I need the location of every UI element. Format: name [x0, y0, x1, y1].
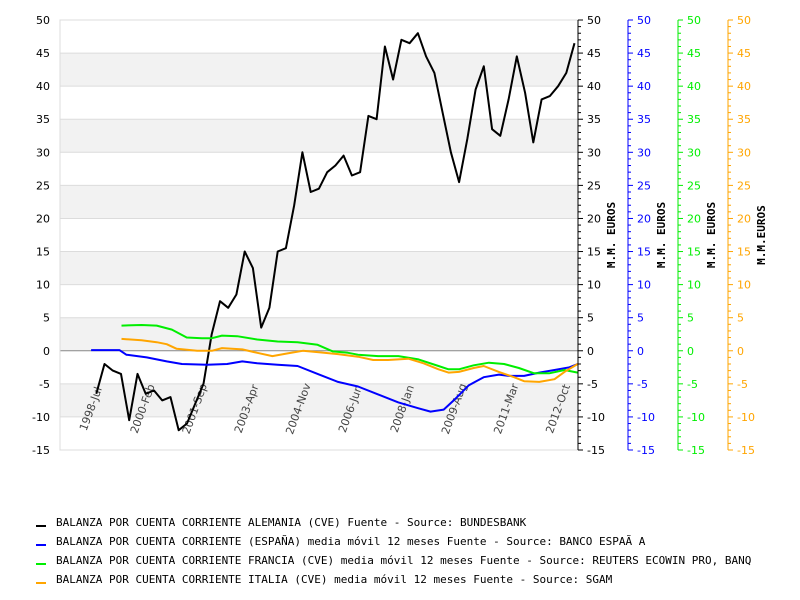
y-tick-label: -5 [39, 378, 50, 391]
y-tick-label: 50 [36, 14, 50, 27]
y-tick-label: 5 [43, 312, 50, 325]
legend-swatch [36, 543, 46, 546]
right-y-tick-label: 0 [637, 345, 644, 358]
right-y-tick-label: 40 [737, 80, 751, 93]
right-y-tick-label: -15 [687, 444, 705, 457]
right-y-tick-label: -10 [737, 411, 755, 424]
grid-band [60, 251, 578, 285]
legend-label: BALANZA POR CUENTA CORRIENTE (ESPAÑA) me… [56, 534, 646, 548]
right-y-tick-label: 50 [687, 14, 701, 27]
y-tick-label: 30 [36, 146, 50, 159]
right-y-tick-label: 0 [587, 345, 594, 358]
right-y-tick-label: 40 [687, 80, 701, 93]
right-y-tick-label: 30 [637, 146, 651, 159]
right-y-tick-label: 30 [737, 146, 751, 159]
grid-band [60, 185, 578, 219]
right-y-tick-label: 50 [737, 14, 751, 27]
right-y-tick-label: -5 [737, 378, 748, 391]
right-y-tick-label: -5 [587, 378, 598, 391]
legend: BALANZA POR CUENTA CORRIENTE ALEMANIA (C… [36, 513, 751, 589]
right-y-tick-label: 0 [737, 345, 744, 358]
y-tick-label: 20 [36, 212, 50, 225]
right-y-tick-label: 15 [587, 246, 601, 259]
right-y-tick-label: 15 [687, 246, 701, 259]
legend-swatch [36, 562, 46, 565]
right-y-tick-label: 5 [587, 312, 594, 325]
right-y-tick-label: -5 [637, 378, 648, 391]
right-y-tick-label: 35 [737, 113, 751, 126]
right-y-tick-label: 35 [637, 113, 651, 126]
right-y-tick-label: 50 [637, 14, 651, 27]
right-y-tick-label: -10 [637, 411, 655, 424]
right-y-tick-label: 20 [637, 212, 651, 225]
y-tick-label: 25 [36, 179, 50, 192]
right-y-tick-label: 10 [687, 279, 701, 292]
right-y-tick-label: 25 [687, 179, 701, 192]
legend-item-alemania: BALANZA POR CUENTA CORRIENTE ALEMANIA (C… [36, 513, 751, 532]
right-y-tick-label: -15 [637, 444, 655, 457]
right-axis-title: M.M. EUROS [605, 202, 618, 268]
right-y-tick-label: 25 [637, 179, 651, 192]
right-y-tick-label: 50 [587, 14, 601, 27]
series-line-3 [121, 337, 579, 383]
right-y-tick-label: 30 [687, 146, 701, 159]
right-y-tick-label: 20 [587, 212, 601, 225]
right-axis-title: M.M. EUROS [655, 202, 668, 268]
right-axis-title: M.M.EUROS [755, 205, 768, 265]
right-y-tick-label: -10 [687, 411, 705, 424]
right-y-tick-label: 20 [737, 212, 751, 225]
right-y-tick-label: 35 [687, 113, 701, 126]
y-tick-label: 15 [36, 246, 50, 259]
right-y-tick-label: 10 [737, 279, 751, 292]
right-y-tick-label: -10 [587, 411, 605, 424]
legend-label: BALANZA POR CUENTA CORRIENTE ALEMANIA (C… [56, 515, 527, 529]
legend-item-espana: BALANZA POR CUENTA CORRIENTE (ESPAÑA) me… [36, 532, 751, 551]
legend-swatch [36, 524, 46, 527]
right-y-tick-label: 30 [587, 146, 601, 159]
right-y-tick-label: -15 [737, 444, 755, 457]
y-tick-label: -15 [32, 444, 50, 457]
right-y-tick-label: 15 [637, 246, 651, 259]
legend-label: BALANZA POR CUENTA CORRIENTE FRANCIA (CV… [56, 553, 752, 567]
y-tick-label: 45 [36, 47, 50, 60]
series-line-2 [121, 324, 578, 375]
y-tick-label: 35 [36, 113, 50, 126]
y-tick-label: -10 [32, 411, 50, 424]
right-y-tick-label: 35 [587, 113, 601, 126]
right-y-tick-label: 10 [637, 279, 651, 292]
grid-band [60, 383, 578, 417]
right-y-tick-label: -15 [587, 444, 605, 457]
right-y-tick-label: 40 [587, 80, 601, 93]
right-y-tick-label: 45 [737, 47, 751, 60]
right-y-tick-label: 25 [587, 179, 601, 192]
series-line-0 [95, 32, 576, 432]
grid-band [60, 53, 578, 87]
right-y-tick-label: 10 [587, 279, 601, 292]
right-y-tick-label: 20 [687, 212, 701, 225]
y-tick-label: 0 [43, 345, 50, 358]
right-y-tick-label: 40 [637, 80, 651, 93]
right-y-tick-label: 45 [587, 47, 601, 60]
right-y-tick-label: 25 [737, 179, 751, 192]
right-y-tick-label: 5 [687, 312, 694, 325]
right-axis-title: M.M. EUROS [705, 202, 718, 268]
right-y-tick-label: 15 [737, 246, 751, 259]
legend-item-italia: BALANZA POR CUENTA CORRIENTE ITALIA (CVE… [36, 570, 751, 589]
legend-swatch [36, 581, 46, 584]
y-tick-label: 40 [36, 80, 50, 93]
right-y-tick-label: 0 [687, 345, 694, 358]
right-y-tick-label: 5 [737, 312, 744, 325]
right-y-tick-label: 45 [687, 47, 701, 60]
right-y-tick-label: 5 [637, 312, 644, 325]
legend-label: BALANZA POR CUENTA CORRIENTE ITALIA (CVE… [56, 572, 613, 586]
y-tick-label: 10 [36, 279, 50, 292]
right-y-tick-label: 45 [637, 47, 651, 60]
right-y-tick-label: -5 [687, 378, 698, 391]
legend-item-francia: BALANZA POR CUENTA CORRIENTE FRANCIA (CV… [36, 551, 751, 570]
